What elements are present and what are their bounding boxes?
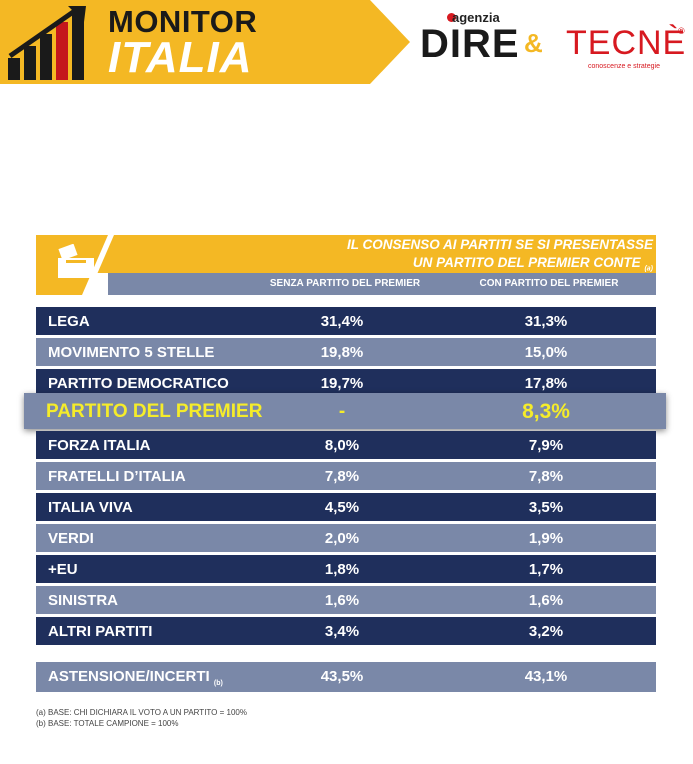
- value-senza: 1,6%: [324, 592, 360, 609]
- table-row: FRATELLI D’ITALIA 7,8% 7,8%: [36, 462, 656, 490]
- table-row: SINISTRA 1,6% 1,6%: [36, 586, 656, 614]
- total-label: ASTENSIONE/INCERTI (b): [48, 668, 223, 687]
- value-con: 7,8%: [528, 468, 564, 485]
- table-row: LEGA 31,4% 31,3%: [36, 307, 656, 335]
- value-senza: 4,5%: [324, 499, 360, 516]
- value-con: 15,0%: [524, 344, 568, 361]
- table-column-band: [108, 273, 656, 295]
- party-name: +EU: [48, 561, 78, 578]
- total-value-con: 43,1%: [524, 668, 568, 685]
- dire-small-label: agenzia: [452, 10, 500, 25]
- value-con: 8,3%: [522, 400, 570, 423]
- dire-logo: DIRE: [420, 22, 520, 66]
- tecne-tagline: conoscenze e strategie: [588, 63, 660, 70]
- footnote-a: (a) BASE: CHI DICHIARA IL VOTO A UN PART…: [36, 708, 247, 717]
- table-row: FORZA ITALIA 8,0% 7,9%: [36, 431, 656, 459]
- table-row: PARTITO DEMOCRATICO 19,7% 17,8%: [36, 369, 656, 397]
- value-senza: 1,8%: [324, 561, 360, 578]
- party-name: VERDI: [48, 530, 94, 547]
- total-value-senza: 43,5%: [320, 668, 364, 685]
- table-header-band: [36, 235, 656, 273]
- column-header-con: CON PARTITO DEL PREMIER: [479, 278, 619, 289]
- column-header-senza: SENZA PARTITO DEL PREMIER: [269, 278, 421, 289]
- table-row: MOVIMENTO 5 STELLE 19,8% 15,0%: [36, 338, 656, 366]
- value-con: 3,5%: [528, 499, 564, 516]
- table-row: ITALIA VIVA 4,5% 3,5%: [36, 493, 656, 521]
- party-name: ITALIA VIVA: [48, 499, 133, 516]
- value-con: 3,2%: [528, 623, 564, 640]
- value-senza: 19,7%: [320, 375, 364, 392]
- party-name: PARTITO DEMOCRATICO: [48, 375, 229, 392]
- table-row: +EU 1,8% 1,7%: [36, 555, 656, 583]
- brand-title-bottom: ITALIA: [108, 33, 253, 82]
- total-note: (b): [213, 680, 223, 687]
- value-senza: -: [338, 401, 346, 422]
- value-senza: 31,4%: [320, 313, 364, 330]
- party-name: ALTRI PARTITI: [48, 623, 153, 640]
- table-row-highlight: PARTITO DEL PREMIER - 8,3%: [24, 393, 666, 429]
- value-con: 1,9%: [528, 530, 564, 547]
- dire-dot-icon: [447, 13, 456, 22]
- bar-chart-logo-icon: [8, 6, 86, 80]
- brand-title-top: MONITOR: [108, 4, 258, 39]
- table-title: IL CONSENSO AI PARTITI SE SI PRESENTASSE…: [347, 236, 653, 279]
- value-senza: 2,0%: [324, 530, 360, 547]
- party-name: MOVIMENTO 5 STELLE: [48, 344, 215, 361]
- value-con: 1,7%: [528, 561, 564, 578]
- ballot-box-icon: [58, 244, 94, 278]
- party-name: LEGA: [48, 313, 90, 330]
- title-note: (a): [644, 265, 653, 273]
- value-senza: 3,4%: [324, 623, 360, 640]
- value-con: 17,8%: [524, 375, 568, 392]
- ampersand: &: [524, 28, 543, 58]
- value-con: 31,3%: [524, 313, 568, 330]
- table-row: VERDI 2,0% 1,9%: [36, 524, 656, 552]
- value-con: 1,6%: [528, 592, 564, 609]
- party-name: FORZA ITALIA: [48, 437, 151, 454]
- party-name: FRATELLI D’ITALIA: [48, 468, 186, 485]
- party-name: PARTITO DEL PREMIER: [46, 401, 263, 422]
- table-title-line1: IL CONSENSO AI PARTITI SE SI PRESENTASSE: [346, 237, 653, 252]
- value-senza: 7,8%: [324, 468, 360, 485]
- tecne-registered: ®: [678, 26, 685, 36]
- table-row: ALTRI PARTITI 3,4% 3,2%: [36, 617, 656, 645]
- party-name: SINISTRA: [48, 592, 119, 609]
- tecne-logo: TECNÈ: [566, 24, 687, 62]
- value-senza: 19,8%: [320, 344, 364, 361]
- value-con: 7,9%: [528, 437, 564, 454]
- table-row-total: ASTENSIONE/INCERTI (b) 43,5% 43,1%: [36, 662, 656, 692]
- value-senza: 8,0%: [324, 437, 360, 454]
- footnote-b: (b) BASE: TOTALE CAMPIONE = 100%: [36, 719, 179, 728]
- table-title-line2: UN PARTITO DEL PREMIER CONTE (a): [412, 255, 653, 273]
